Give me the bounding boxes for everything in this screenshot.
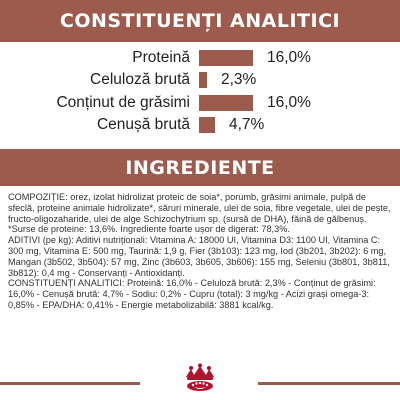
ingredients-heading: INGREDIENTE	[125, 156, 275, 179]
footer-divider-right	[258, 382, 400, 385]
footer-divider-left	[0, 382, 140, 385]
bar-value-fat-content: 16,0%	[267, 94, 311, 111]
analytic-constituents-heading: CONSTITUENȚI ANALITICI	[59, 10, 341, 32]
royal-canin-crown-logo-icon	[182, 363, 218, 398]
bar-row-crude-fiber: Celuloză brută 2,3%	[0, 69, 400, 91]
bar-value-protein: 16,0%	[267, 49, 311, 66]
bar-row-protein: Proteină 16,0%	[0, 47, 400, 69]
bar-fill-crude-fiber	[199, 72, 207, 88]
ingredients-banner: INGREDIENTE	[0, 149, 400, 186]
bar-row-crude-ash: Cenușă brută 4,7%	[0, 114, 400, 136]
bar-value-crude-fiber: 2,3%	[221, 71, 257, 88]
bar-label-crude-ash: Cenușă brută	[96, 116, 190, 133]
ingredients-text-block: COMPOZIȚIE: orez, izolat hidrolizat prot…	[8, 192, 393, 311]
bar-fill-protein	[199, 50, 253, 66]
bar-row-fat-content: Conținut de grăsimi 16,0%	[0, 92, 400, 114]
bar-fill-fat-content	[199, 95, 253, 111]
bar-value-crude-ash: 4,7%	[229, 116, 265, 133]
analytic-constituents-paragraph: CONSTITUENȚI ANALITICI: Proteină: 16,0% …	[8, 278, 376, 310]
additives-paragraph: ADITIVI (pe kg): Aditivi nutriționali: V…	[8, 235, 390, 278]
bar-label-crude-fiber: Celuloză brută	[90, 71, 190, 88]
composition-paragraph: COMPOZIȚIE: orez, izolat hidrolizat prot…	[8, 192, 391, 235]
bar-label-protein: Proteină	[132, 49, 190, 66]
analytic-constituents-banner: CONSTITUENȚI ANALITICI	[0, 0, 400, 42]
bar-label-fat-content: Conținut de grăsimi	[56, 94, 190, 111]
bar-fill-crude-ash	[199, 117, 215, 133]
